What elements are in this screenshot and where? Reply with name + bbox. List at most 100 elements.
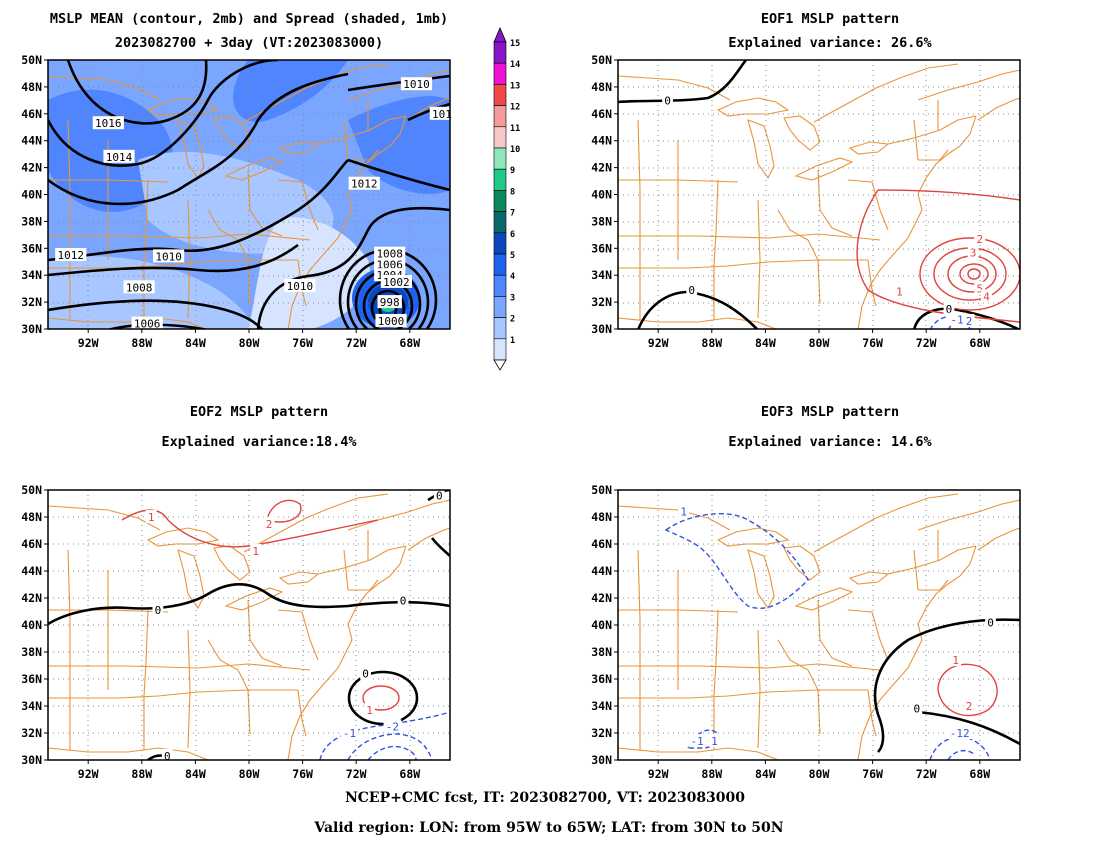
lat-tick-label: 40N	[21, 188, 42, 202]
colorbar: 15 14 13 12 11 10 9 8 7 6 5 4 3 2 1	[493, 26, 520, 371]
contour-label: 1	[680, 506, 687, 519]
lon-tick-label: 88W	[701, 336, 722, 350]
colorbar-cell	[493, 211, 507, 234]
colorbar-cell	[493, 105, 507, 128]
colorbar-cell	[493, 168, 507, 191]
lon-tick-label: 88W	[701, 767, 722, 781]
contour-label-bg	[284, 278, 316, 292]
colorbar-cell	[493, 317, 507, 340]
contour-label-bg	[250, 543, 262, 557]
lat-tick-label: 36N	[21, 672, 42, 686]
contour-label-bg	[662, 93, 673, 107]
lon-tick-label: 72W	[346, 336, 367, 350]
contour-label: 1	[366, 704, 373, 717]
colorbar-level-label: 15	[510, 39, 520, 49]
lat-tick-label: 38N	[591, 214, 612, 228]
eof3-contours	[664, 513, 1020, 760]
contour-label-bg	[678, 504, 690, 518]
eof3-contour-labels: 1 0 1 2 0 -1 1 -12	[678, 504, 996, 748]
contour-label: 1	[896, 285, 903, 298]
contour-label: 0	[164, 750, 171, 763]
colorbar-level-label: 2	[510, 315, 515, 325]
lon-tick-label: 92W	[648, 767, 669, 781]
lon-tick-label: 76W	[292, 767, 313, 781]
contour-label: 1006	[134, 318, 161, 331]
panel-eof1-subtitle: Explained variance: 26.6%	[728, 35, 932, 51]
mean-axis-ticks: 30N 32N 34N 36N 38N 40N 42N 44N 46N 48N 50N 92W 88W 8…	[21, 53, 420, 350]
lat-tick-label: 30N	[591, 322, 612, 336]
lon-tick-label: 76W	[862, 767, 883, 781]
contour-label: 0	[155, 604, 162, 617]
panel-eof1-title: EOF1 MSLP pattern	[761, 11, 899, 27]
lon-tick-label: 92W	[78, 767, 99, 781]
lat-tick-label: 34N	[591, 699, 612, 713]
lat-tick-label: 32N	[21, 726, 42, 740]
contour-label-bg	[380, 274, 412, 288]
contour-label-bg	[400, 77, 433, 91]
contour-label: 0	[946, 303, 953, 316]
colorbar-bottom-arrow	[493, 359, 507, 371]
contour-label: 1014	[106, 151, 133, 164]
lat-tick-label: 44N	[591, 134, 612, 148]
colorbar-level-label: 3	[510, 293, 515, 303]
panel-eof1: EOF1 MSLP pattern Explained variance: 26…	[591, 11, 1021, 350]
lat-tick-label: 38N	[21, 214, 42, 228]
lat-tick-label: 36N	[591, 672, 612, 686]
colorbar-cell	[493, 147, 507, 170]
eof2-axis-ticks: 30N 32N 34N 36N 38N 40N 42N 44N 46N 48N 50N 92W 88W 8…	[21, 483, 420, 781]
lon-tick-label: 68W	[399, 336, 420, 350]
contour-label-bg	[360, 666, 371, 680]
lat-tick-label: 42N	[21, 591, 42, 605]
lat-tick-label: 46N	[21, 107, 42, 121]
lat-tick-label: 38N	[21, 645, 42, 659]
contour-label-bg	[429, 106, 455, 120]
contour-label-bg	[348, 176, 380, 190]
lat-tick-label: 30N	[21, 322, 42, 336]
contour-label-bg	[374, 257, 406, 271]
contour-label: 1008	[126, 281, 153, 294]
eof1-map-area	[618, 60, 1020, 329]
colorbar-top-arrow	[493, 26, 507, 43]
contour-label: 2	[266, 518, 273, 531]
lat-tick-label: 48N	[591, 510, 612, 524]
contour-label: 1016	[95, 117, 122, 130]
contour-label: 1010	[403, 78, 430, 91]
contour-label-bg	[92, 116, 124, 130]
contour-label: -1	[343, 727, 356, 740]
lat-tick-label: 42N	[21, 161, 42, 175]
lon-tick-label: 84W	[755, 336, 776, 350]
contour-label: 1012	[58, 249, 85, 262]
lat-tick-label: 42N	[591, 161, 612, 175]
contour-label: 0	[664, 94, 671, 107]
colorbar-level-label: 12	[510, 103, 520, 113]
eof3-map-area	[618, 490, 1020, 760]
contour-label: -12	[950, 727, 970, 740]
contour-label-bg	[433, 488, 445, 502]
lat-tick-label: 32N	[591, 295, 612, 309]
lat-tick-label: 46N	[591, 537, 612, 551]
contour-label: 1010	[155, 250, 182, 263]
contour-label: 5	[976, 283, 983, 296]
contour-label: 1000	[378, 315, 405, 328]
contour-label-bg	[161, 748, 173, 762]
contour-label-bg	[948, 312, 966, 326]
contour-label-bg	[963, 699, 975, 712]
colorbar-cell	[493, 338, 507, 361]
colorbar-cell	[493, 41, 507, 64]
panel-eof3: EOF3 MSLP pattern Explained variance: 14…	[591, 404, 1021, 781]
lat-tick-label: 50N	[591, 53, 612, 67]
contour-label: 0	[362, 668, 369, 681]
contour-label: 1008	[376, 248, 403, 261]
colorbar-level-label: 10	[510, 145, 520, 155]
contour-label-bg	[375, 313, 407, 327]
contour-label: 1010	[287, 280, 314, 293]
lat-tick-label: 34N	[21, 699, 42, 713]
contour-label: 2	[966, 700, 973, 713]
lat-tick-label: 30N	[21, 753, 42, 767]
lon-tick-label: 84W	[185, 336, 206, 350]
contour-label: 2	[966, 315, 973, 328]
colorbar-cell	[493, 274, 507, 297]
lon-tick-label: 72W	[346, 767, 367, 781]
